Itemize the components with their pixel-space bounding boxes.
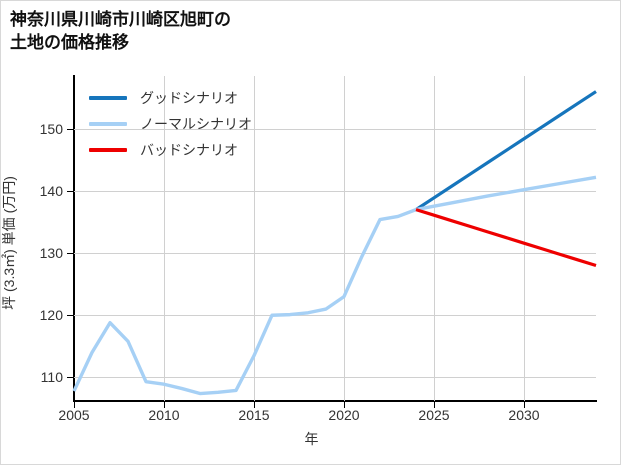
series-line: [415, 208, 597, 268]
x-tick-label: 2020: [328, 407, 360, 423]
x-axis-spine: [73, 400, 597, 402]
x-tick-label: 2015: [238, 407, 270, 423]
y-tick-mark: [67, 377, 74, 378]
gridline-horizontal: [74, 377, 596, 378]
legend-swatch: [89, 148, 127, 152]
legend-item[interactable]: ノーマルシナリオ: [89, 115, 252, 133]
y-tick-mark: [67, 315, 74, 316]
legend-swatch: [89, 122, 127, 126]
x-tick-label: 2030: [508, 407, 540, 423]
x-tick-mark: [164, 401, 165, 408]
x-tick-mark: [434, 401, 435, 408]
gridline-vertical: [344, 76, 345, 401]
y-tick-label: 120: [39, 307, 63, 324]
y-tick-mark: [67, 253, 74, 254]
x-tick-mark: [344, 401, 345, 408]
legend-item[interactable]: グッドシナリオ: [89, 89, 252, 107]
legend-label: ノーマルシナリオ: [140, 116, 252, 132]
series-lines: [72, 90, 597, 396]
chart-legend: グッドシナリオ ノーマルシナリオ バッドシナリオ: [89, 89, 252, 159]
y-tick-label: 140: [39, 182, 63, 199]
y-tick-label: 150: [39, 120, 63, 137]
series-line: [415, 90, 597, 211]
y-tick-label: 110: [40, 369, 63, 386]
gridline-horizontal: [74, 253, 596, 254]
plot-area: [72, 76, 597, 401]
legend-label: グッドシナリオ: [140, 90, 238, 106]
y-tick-mark: [67, 191, 74, 192]
chart-title: 神奈川県川崎市川崎区旭町の 土地の価格推移: [10, 10, 231, 52]
x-tick-mark: [254, 401, 255, 408]
y-axis-title: 坪 (3.3㎡) 単価 (万円): [1, 1, 21, 310]
x-axis-title: 年: [304, 431, 319, 447]
legend-item[interactable]: バッドシナリオ: [89, 141, 252, 159]
y-axis-spine: [73, 75, 75, 402]
y-tick-mark: [67, 129, 74, 130]
gridline-horizontal: [74, 191, 596, 192]
gridline-vertical: [164, 76, 165, 401]
x-tick-mark: [74, 401, 75, 408]
x-tick-mark: [524, 401, 525, 408]
gridline-horizontal: [74, 315, 596, 316]
series-line: [72, 175, 597, 396]
x-tick-label: 2025: [418, 407, 450, 423]
gridline-vertical: [254, 76, 255, 401]
gridline-vertical: [434, 76, 435, 401]
x-tick-label: 2005: [58, 407, 90, 423]
y-axis-title-text: 坪 (3.3㎡) 単価 (万円): [1, 176, 17, 310]
gridline-horizontal: [74, 129, 596, 130]
legend-swatch: [89, 96, 127, 100]
gridline-vertical: [524, 76, 525, 401]
y-tick-label: 130: [39, 245, 63, 262]
legend-label: バッドシナリオ: [140, 142, 238, 158]
x-tick-label: 2010: [148, 407, 180, 423]
